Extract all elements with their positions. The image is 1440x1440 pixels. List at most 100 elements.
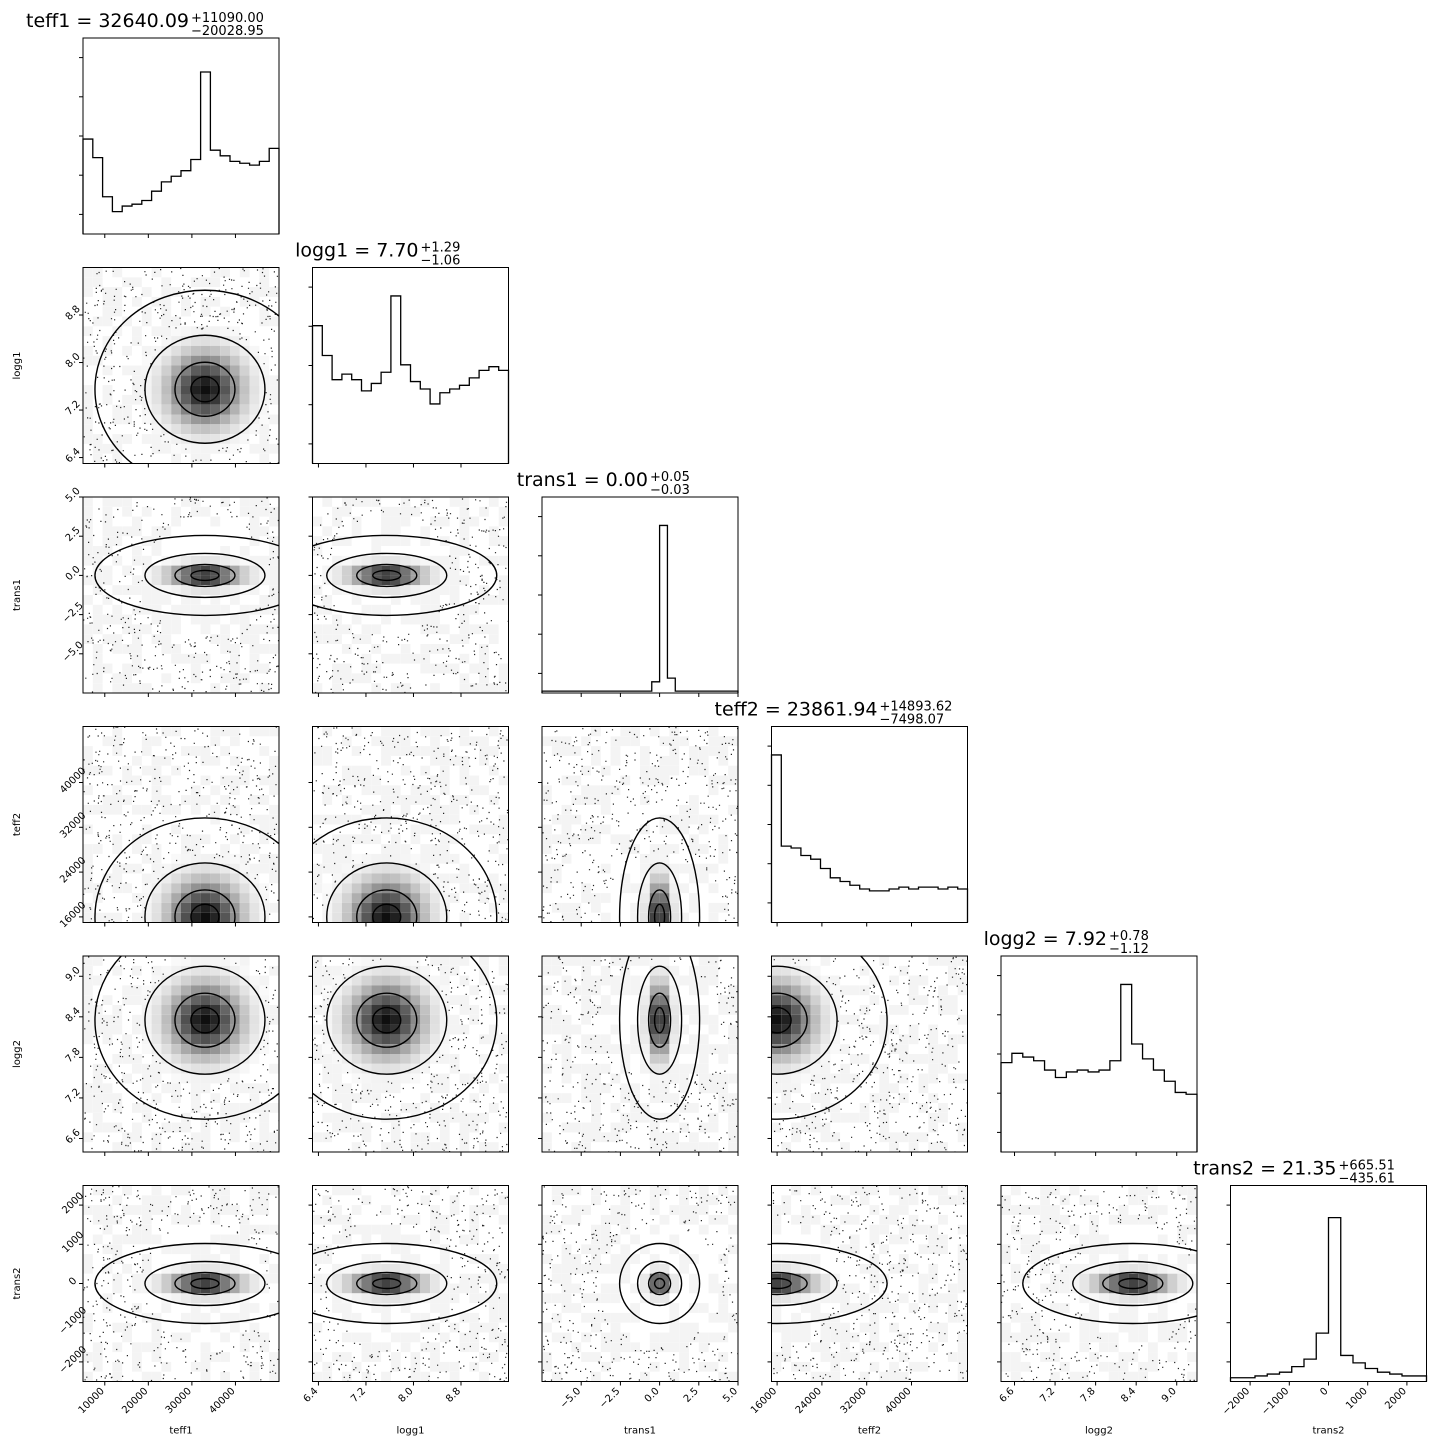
y-tick-label: 5.0: [64, 486, 83, 505]
panel-teff2-logg2: [767, 955, 968, 1156]
y-tick-label: 0.0: [64, 564, 83, 583]
x-axis-label: teff1: [169, 1426, 192, 1437]
title-main: logg2 = 7.92: [984, 928, 1107, 950]
x-tick-label: 5.0: [721, 1386, 740, 1405]
hist-title-trans1: trans1 = 0.00 +0.05−0.03: [517, 469, 690, 498]
contour-4: [94, 534, 279, 617]
hist-title-teff2: teff2 = 23861.94 +14893.62−7498.07: [715, 699, 953, 728]
panel-trans1-teff2: [538, 726, 739, 927]
contour-3: [144, 862, 266, 923]
x-tick-label: 20000: [120, 1386, 150, 1416]
hist-panel-trans2: trans2 = 21.35 +665.51−435.61 −2000 −1000 0 1…: [1193, 1158, 1428, 1437]
contour-2: [356, 889, 418, 923]
contour-3: [1072, 1260, 1194, 1307]
contour-4: [771, 956, 888, 1120]
contour-4: [312, 956, 498, 1120]
contour-2: [771, 992, 808, 1048]
panel-trans1-logg2: [538, 955, 739, 1156]
hist-panel-teff2: teff2 = 23861.94 +14893.62−7498.07: [715, 699, 969, 927]
contour-1: [372, 1277, 402, 1290]
y-tick-label: 2000: [60, 1190, 86, 1216]
contour-3: [636, 965, 683, 1075]
hist-logg1-steps: [311, 295, 510, 464]
contour-2: [356, 563, 418, 588]
contour-2: [647, 1271, 672, 1296]
axes-frame: [771, 955, 968, 1153]
axes-frame: [82, 37, 280, 235]
x-tick-label: 7.2: [349, 1386, 368, 1405]
title-upper: +0.05: [650, 470, 690, 485]
x-tick-label: 0.0: [643, 1386, 662, 1405]
contour-1: [190, 1006, 220, 1034]
axes-frame: [82, 726, 280, 923]
x-tick-label: 7.8: [1079, 1386, 1098, 1405]
y-tick-label: 9.0: [64, 965, 83, 984]
x-tick-label: 24000: [794, 1386, 824, 1416]
hist-panel-logg1: logg1 = 7.70 +1.29−1.06: [295, 240, 510, 468]
contour-2: [174, 1271, 236, 1296]
contour-2: [1102, 1271, 1164, 1296]
contour-1: [190, 569, 220, 582]
axes-frame: [541, 496, 739, 694]
contour-1: [190, 1277, 220, 1290]
contour-3: [636, 862, 683, 923]
y-tick-label: 0: [67, 1276, 79, 1288]
panel-trans1-trans2: −5.0 −2.5 0.0 2.5 5.0 trans1: [538, 1185, 740, 1437]
axes-frame: [312, 267, 509, 464]
hist-title-logg1: logg1 = 7.70 +1.29−1.06: [295, 240, 460, 269]
title-lower: −20028.95: [191, 24, 264, 39]
x-tick-label: 8.8: [444, 1386, 463, 1405]
x-tick-label: 6.4: [302, 1386, 321, 1405]
contour-4: [94, 289, 279, 464]
title-lower: −7498.07: [880, 713, 945, 728]
y-tick-label: 8.8: [64, 304, 83, 323]
contour-4: [618, 956, 701, 1120]
y-axis-label: trans2: [12, 1267, 23, 1299]
x-tick-label: 40000: [207, 1386, 237, 1416]
contour-3: [144, 552, 266, 599]
contour-4: [312, 1242, 498, 1325]
y-tick-label: 8.4: [64, 1006, 83, 1025]
panel-logg1-teff2: [308, 726, 509, 927]
axes-frame: [312, 955, 509, 1153]
x-tick-label: 6.6: [998, 1386, 1017, 1405]
title-upper: +665.51: [1339, 1159, 1395, 1174]
y-tick-label: 7.2: [64, 399, 83, 418]
title-main: teff1 = 32640.09: [26, 10, 189, 32]
y-tick-label: 8.0: [64, 351, 83, 370]
x-tick-label: 8.0: [397, 1386, 416, 1405]
contour-2: [647, 889, 672, 923]
contour-1: [653, 1277, 666, 1290]
y-axis-label: trans1: [12, 579, 23, 611]
x-axis-label: teff2: [858, 1426, 881, 1437]
hist-title-teff1: teff1 = 32640.09 +11090.00−20028.95: [26, 10, 264, 39]
contour-4: [94, 817, 279, 923]
y-axis-label: logg2: [12, 1040, 23, 1068]
x-axis-label: logg2: [1085, 1426, 1113, 1437]
contour-2: [174, 889, 236, 923]
axes-frame: [82, 955, 280, 1153]
x-tick-label: −5.0: [558, 1386, 583, 1411]
title-upper: +11090.00: [191, 11, 264, 26]
contour-2: [174, 992, 236, 1048]
title-upper: +1.29: [421, 241, 461, 256]
x-tick-label: 1000: [1344, 1386, 1370, 1412]
x-tick-label: 2000: [1383, 1386, 1409, 1412]
title-main: logg1 = 7.70: [295, 240, 418, 262]
contour-3: [326, 1260, 448, 1307]
contour-2: [356, 1271, 418, 1296]
axes-frame: [1000, 955, 1198, 1153]
x-tick-label: 16000: [749, 1386, 779, 1416]
contour-3: [326, 552, 448, 599]
panel-logg1-logg2: [308, 955, 509, 1156]
x-tick-label: 40000: [883, 1386, 913, 1416]
x-axis-label: logg1: [397, 1426, 425, 1437]
contour-1: [653, 903, 666, 923]
title-main: trans1 = 0.00: [517, 469, 648, 491]
title-upper: +14893.62: [880, 700, 953, 715]
hist-title-logg2: logg2 = 7.92 +0.78−1.12: [984, 928, 1149, 957]
contour-4: [312, 534, 498, 617]
panel-logg1-trans1: [308, 496, 509, 697]
